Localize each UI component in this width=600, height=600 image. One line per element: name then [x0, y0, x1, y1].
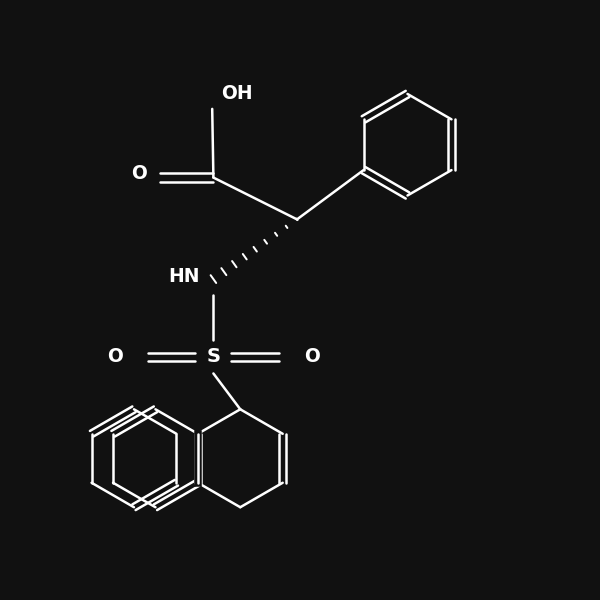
Text: OH: OH [221, 85, 253, 103]
Text: O: O [131, 164, 146, 183]
Text: O: O [304, 347, 320, 366]
Text: S: S [206, 347, 220, 366]
Text: O: O [107, 347, 123, 366]
Text: HN: HN [168, 266, 199, 286]
